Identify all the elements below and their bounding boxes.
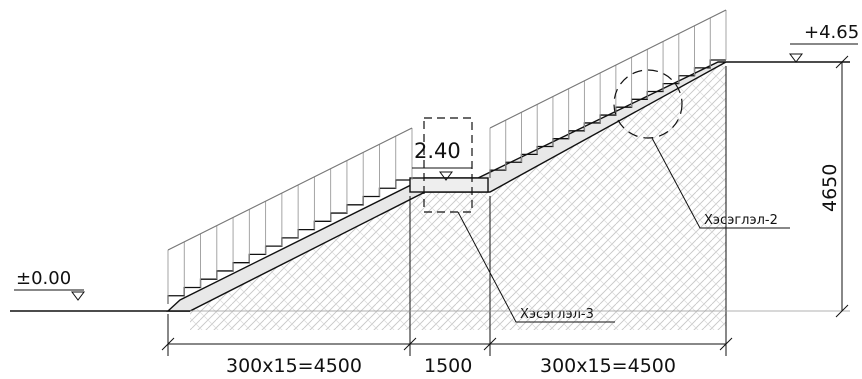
dimension-landing: 1500 [424,355,472,377]
landing [409,177,489,193]
dimension-run-right: 300x15=4500 [540,355,676,377]
railing-right [489,10,727,178]
dimension-vertical [190,55,850,318]
detail-2-label: Хэсэглэл-2 [704,213,778,228]
detail-2-circle [613,69,683,139]
dimension-height: 4650 [819,164,841,212]
elevation-marker-base: ±0.00 [14,268,85,301]
elevation-base-label: ±0.00 [16,268,71,289]
elevation-marker-landing: 2.40 [412,139,472,181]
elevation-marker-top: +4.65 [789,22,859,63]
elevation-top-label: +4.65 [804,22,859,43]
dimension-run-left: 300x15=4500 [226,355,362,377]
detail-3-leader [457,211,615,323]
railing-left [167,128,413,304]
dimension-horizontal [161,66,733,356]
elevation-landing-label: 2.40 [414,139,461,163]
handrail-left [167,127,413,251]
soil-fill [190,62,726,330]
detail-3-box [423,117,473,213]
handrail-right [489,9,727,129]
detail-2-leader [651,137,790,229]
detail-3-label: Хэсэглэл-3 [520,307,594,322]
